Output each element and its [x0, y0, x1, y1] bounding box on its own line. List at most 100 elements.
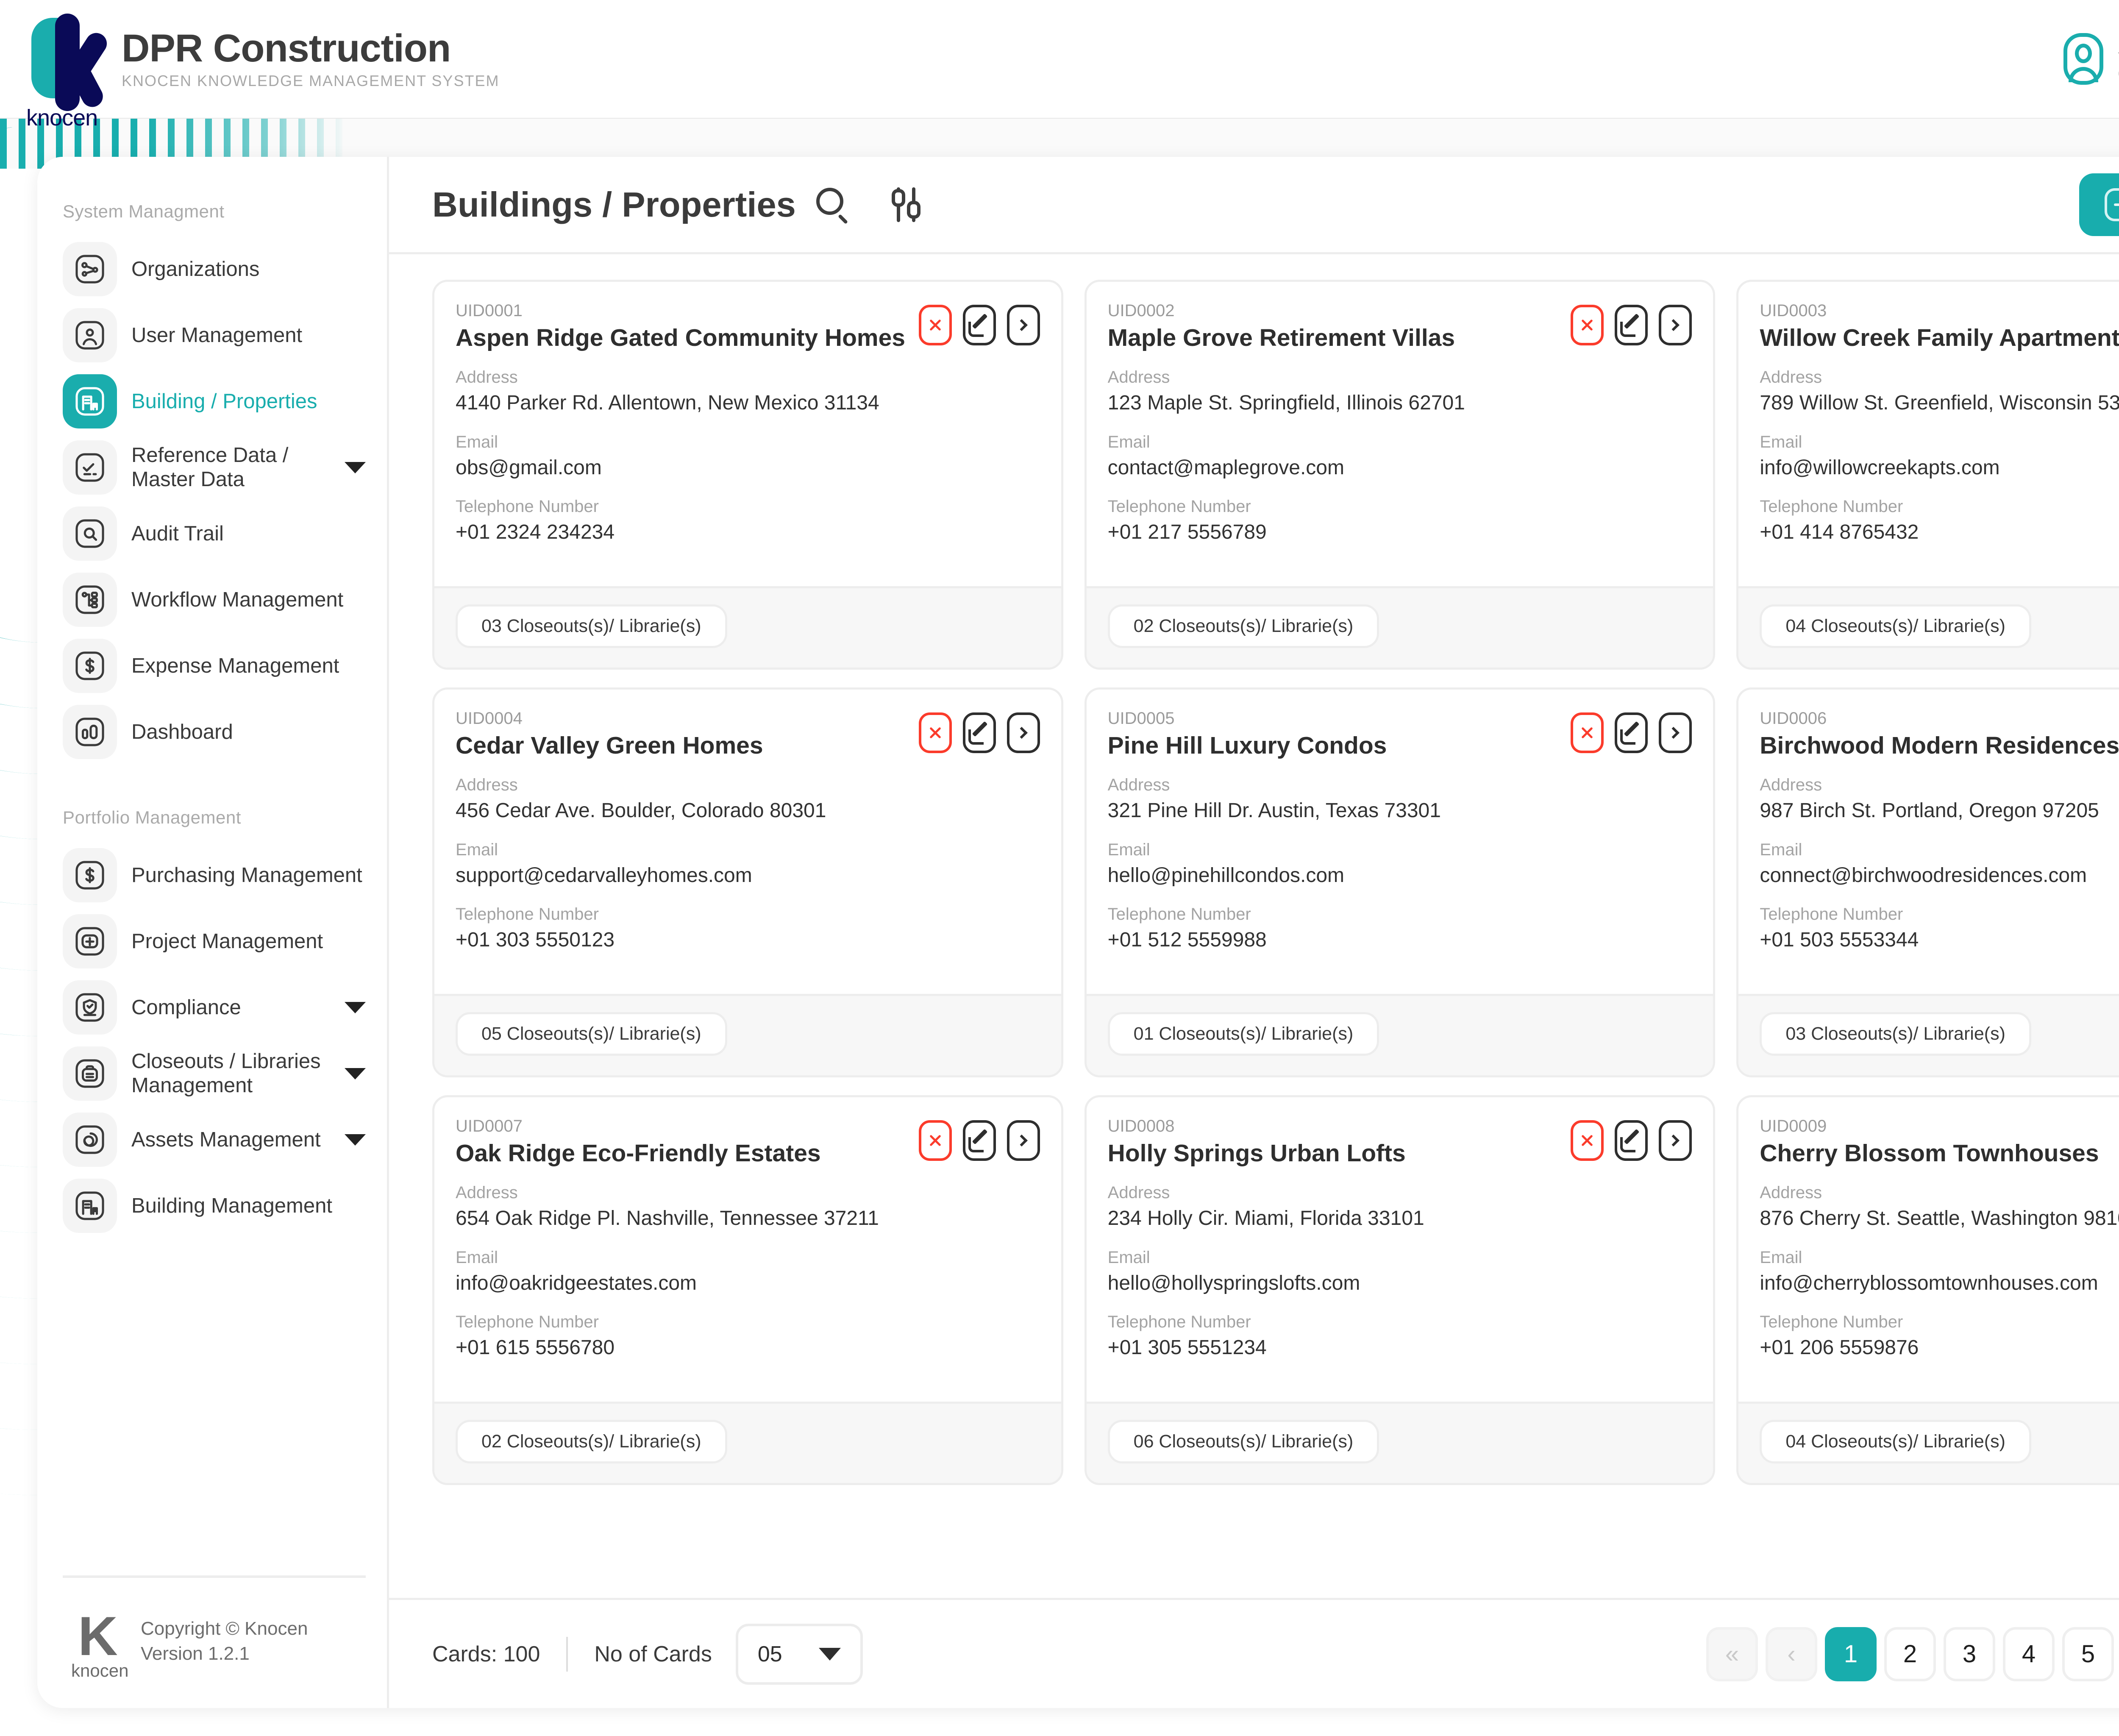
pagination-page-2[interactable]: 2	[1884, 1627, 1936, 1681]
pagination-first-button[interactable]: «	[1706, 1627, 1758, 1681]
sidebar-section-title-system: System Managment	[63, 201, 225, 221]
search-button[interactable]	[816, 187, 850, 224]
sidebar-item-expense-management[interactable]: Expense Management	[37, 633, 387, 699]
open-building-button[interactable]	[1007, 712, 1040, 753]
card-title: Pine Hill Luxury Condos	[1107, 732, 1387, 759]
closeouts-chip[interactable]: 05 Closeouts(s)/ Librarie(s)	[456, 1012, 727, 1056]
address-label: Address	[456, 1183, 518, 1202]
card-header: UID0005 Pine Hill Luxury Condos	[1108, 709, 1692, 760]
building-card: UID0003 Willow Creek Family Apartments	[1736, 280, 2119, 670]
sidebar-item-building-management[interactable]: Building Management	[37, 1173, 387, 1239]
copyright-text: Copyright © Knocen	[141, 1618, 308, 1639]
add-building-button[interactable]: ADD BUILDING	[2079, 173, 2119, 236]
telephone-label: Telephone Number	[456, 497, 599, 516]
address-value: 456 Cedar Ave. Boulder, Colorado 80301	[456, 799, 826, 822]
card-title-block: UID0007 Oak Ridge Eco-Friendly Estates	[456, 1117, 919, 1167]
footer-divider	[566, 1636, 568, 1672]
edit-building-button[interactable]	[1615, 305, 1648, 345]
building-card: UID0004 Cedar Valley Green Homes	[432, 687, 1063, 1077]
sidebar-item-organizations[interactable]: Organizations	[37, 236, 387, 302]
chevron-right-icon	[1667, 319, 1680, 331]
edit-building-button[interactable]	[962, 1120, 996, 1161]
chevron-down-icon[interactable]	[345, 462, 366, 473]
sidebar-item-closeouts-libraries-management[interactable]: Closeouts / Libraries Management	[37, 1040, 387, 1107]
chevron-down-icon[interactable]	[345, 1134, 366, 1146]
delete-building-button[interactable]	[918, 305, 952, 345]
card-title-block: UID0002 Maple Grove Retirement Villas	[1108, 301, 1571, 352]
sidebar-item-dashboard[interactable]: Dashboard	[37, 699, 387, 765]
knocen-logo: knocen	[22, 13, 111, 131]
building-card: UID0001 Aspen Ridge Gated Community Home…	[432, 280, 1063, 670]
delete-building-button[interactable]	[1571, 305, 1604, 345]
closeouts-chip[interactable]: 01 Closeouts(s)/ Librarie(s)	[1107, 1012, 1379, 1056]
open-building-button[interactable]	[1007, 305, 1040, 345]
card-field-address: Address 987 Birch St. Portland, Oregon 9…	[1760, 774, 2119, 824]
sidebar-item-label: Dashboard	[131, 720, 233, 743]
page-size-select[interactable]: 05	[735, 1623, 863, 1685]
sidebar-item-audit-trail[interactable]: Audit Trail	[37, 501, 387, 567]
sidebar-item-assets-management[interactable]: Assets Management	[37, 1107, 387, 1173]
sidebar-item-building-properties[interactable]: Building / Properties	[37, 368, 387, 434]
delete-building-button[interactable]	[1571, 712, 1604, 753]
card-field-email: Email support@cedarvalleyhomes.com	[456, 839, 1040, 889]
sidebar-item-user-management[interactable]: User Management	[37, 302, 387, 368]
pagination-prev-button[interactable]: ‹	[1766, 1627, 1818, 1681]
pagination-page-3[interactable]: 3	[1944, 1627, 1996, 1681]
edit-building-button[interactable]	[1615, 1120, 1648, 1161]
building-card: UID0007 Oak Ridge Eco-Friendly Estates	[432, 1095, 1063, 1485]
copyright-block: Copyright © Knocen Version 1.2.1	[141, 1616, 308, 1666]
open-building-button[interactable]	[1659, 305, 1692, 345]
telephone-label: Telephone Number	[1760, 497, 1903, 516]
edit-building-button[interactable]	[1615, 712, 1648, 753]
open-building-button[interactable]	[1659, 1120, 1692, 1161]
card-field-telephone: Telephone Number +01 217 5556789	[1108, 495, 1692, 545]
sidebar-item-project-management[interactable]: Project Management	[37, 908, 387, 974]
chevron-down-icon[interactable]	[345, 1002, 366, 1013]
card-title: Oak Ridge Eco-Friendly Estates	[456, 1140, 821, 1167]
sidebar-item-compliance[interactable]: Compliance	[37, 974, 387, 1040]
pagination-page-5[interactable]: 5	[2062, 1627, 2114, 1681]
filter-button[interactable]	[870, 187, 922, 222]
user-avatar-icon[interactable]	[2063, 33, 2104, 85]
close-x-icon	[928, 318, 943, 332]
delete-building-button[interactable]	[918, 1120, 952, 1161]
card-header: UID0006 Birchwood Modern Residences	[1760, 709, 2119, 760]
card-field-telephone: Telephone Number +01 414 8765432	[1760, 495, 2119, 545]
address-value: 321 Pine Hill Dr. Austin, Texas 73301	[1107, 799, 1441, 822]
closeouts-chip[interactable]: 02 Closeouts(s)/ Librarie(s)	[456, 1420, 727, 1463]
sidebar-item-purchasing-management[interactable]: Purchasing Management	[37, 842, 387, 908]
organizations-icon	[63, 242, 117, 296]
assets-icon	[63, 1113, 117, 1167]
closeouts-chip[interactable]: 04 Closeouts(s)/ Librarie(s)	[1760, 604, 2031, 648]
closeouts-chip[interactable]: 03 Closeouts(s)/ Librarie(s)	[1760, 1012, 2031, 1056]
chevron-down-icon[interactable]	[345, 1068, 366, 1079]
close-x-icon	[1580, 1133, 1594, 1148]
edit-building-button[interactable]	[962, 712, 996, 753]
delete-building-button[interactable]	[918, 712, 952, 753]
address-label: Address	[456, 368, 518, 387]
address-value: 234 Holly Cir. Miami, Florida 33101	[1107, 1207, 1424, 1230]
closeouts-chip[interactable]: 03 Closeouts(s)/ Librarie(s)	[456, 604, 727, 648]
email-label: Email	[1107, 840, 1150, 859]
closeouts-chip[interactable]: 04 Closeouts(s)/ Librarie(s)	[1760, 1420, 2031, 1463]
address-value: 789 Willow St. Greenfield, Wisconsin 532…	[1760, 392, 2119, 415]
sidebar-item-workflow-management[interactable]: Workflow Management	[37, 567, 387, 633]
card-actions	[1571, 1120, 1692, 1161]
logo-wordmark: knocen	[26, 105, 98, 131]
open-building-button[interactable]	[1659, 712, 1692, 753]
pagination-page-4[interactable]: 4	[2003, 1627, 2055, 1681]
triangle-down-icon	[818, 1647, 841, 1661]
closeouts-chip[interactable]: 02 Closeouts(s)/ Librarie(s)	[1107, 604, 1379, 648]
sidebar-item-label: Organizations	[131, 257, 260, 281]
pagination-page-1[interactable]: 1	[1825, 1627, 1877, 1681]
telephone-value: +01 512 5559988	[1107, 928, 1267, 951]
delete-building-button[interactable]	[1571, 1120, 1604, 1161]
telephone-label: Telephone Number	[1107, 497, 1251, 516]
edit-building-button[interactable]	[962, 305, 996, 345]
card-field-address: Address 4140 Parker Rd. Allentown, New M…	[456, 366, 1040, 416]
closeouts-chip[interactable]: 06 Closeouts(s)/ Librarie(s)	[1107, 1420, 1379, 1463]
sidebar-item-reference-data-master-data[interactable]: Reference Data / Master Data	[37, 434, 387, 501]
open-building-button[interactable]	[1007, 1120, 1040, 1161]
project-icon	[63, 914, 117, 968]
sidebar-footer: K knocen Copyright © Knocen Version 1.2.…	[63, 1575, 366, 1708]
